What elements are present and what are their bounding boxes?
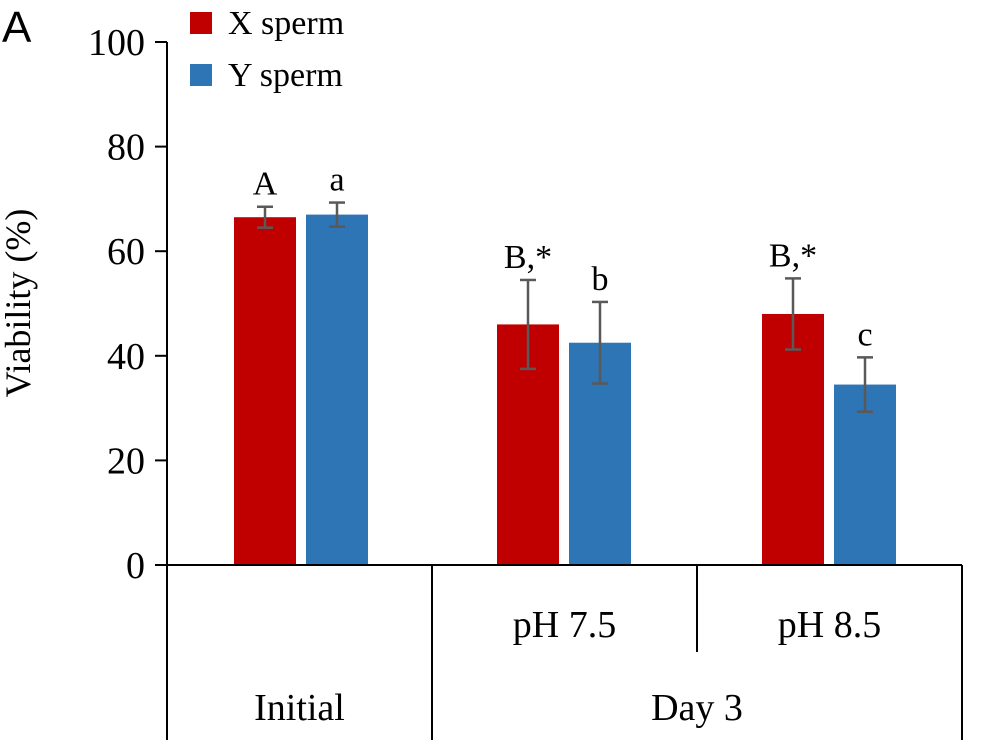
- group-label: Day 3: [651, 687, 743, 729]
- category-label: pH 8.5: [778, 604, 881, 646]
- error-bars: [257, 201, 873, 414]
- significance-label: A: [253, 166, 278, 203]
- y-tick-label: 60: [107, 231, 145, 273]
- y-tick-label: 80: [107, 127, 145, 169]
- bar-x-sperm: [762, 313, 824, 565]
- significance-label: b: [592, 261, 609, 298]
- x-axis-table: pH 7.5 pH 8.5 Initial Day 3: [166, 564, 963, 740]
- significance-labels: A B,* B,* a b c: [253, 162, 873, 354]
- category-label: pH 7.5: [513, 604, 616, 646]
- legend: X sperm Y sperm: [190, 5, 344, 94]
- y-tick-label: 40: [107, 336, 145, 378]
- y-axis-title: Viability (%): [0, 209, 38, 398]
- bar-y-sperm: [834, 384, 896, 565]
- significance-label: B,*: [769, 237, 817, 274]
- legend-swatch-y-sperm: [190, 64, 212, 86]
- y-tick-label: 100: [88, 22, 145, 64]
- bar-y-sperm: [306, 214, 368, 565]
- significance-label: a: [329, 162, 344, 199]
- y-tick-label: 0: [126, 545, 145, 587]
- legend-swatch-x-sperm: [190, 12, 212, 34]
- group-label: Initial: [254, 687, 345, 729]
- bar-x-sperm: [234, 217, 296, 565]
- panel-label: A: [2, 3, 32, 52]
- legend-label: X sperm: [228, 5, 344, 42]
- significance-label: B,*: [504, 239, 552, 276]
- y-tick-label: 20: [107, 440, 145, 482]
- legend-label: Y sperm: [228, 57, 343, 94]
- significance-label: c: [857, 316, 872, 353]
- y-axis: 0 20 40 60 80 100: [88, 22, 168, 587]
